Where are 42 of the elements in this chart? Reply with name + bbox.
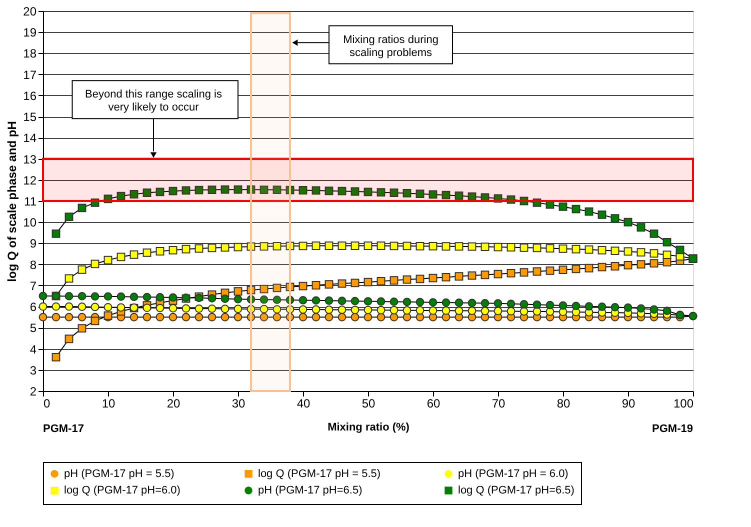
y-tick-label: 3 xyxy=(30,363,37,378)
legend-label: pH (PGM-17 pH=6.5) xyxy=(258,484,362,496)
y-tick-label: 16 xyxy=(23,88,37,103)
x-axis-title: Mixing ratio (%) xyxy=(328,422,410,434)
y-axis-title: log Q of scale phase and pH xyxy=(5,121,20,282)
legend-label: log Q (PGM-17 pH = 5.5) xyxy=(258,468,381,480)
y-tick-label: 11 xyxy=(24,194,37,208)
x-tick-label: 20 xyxy=(166,396,180,410)
text: PGM-17 xyxy=(43,423,84,435)
legend-label: pH (PGM-17 pH = 6.0) xyxy=(458,468,568,480)
y-tick-label: 17 xyxy=(23,68,37,82)
y-tick-label: 6 xyxy=(30,300,37,314)
y-tick-label: 20 xyxy=(23,4,37,18)
legend-label: pH (PGM-17 pH = 5.5) xyxy=(64,468,174,480)
y-tick-label: 12 xyxy=(23,173,37,188)
y-tick-label: 15 xyxy=(23,110,37,124)
x-tick-label: 10 xyxy=(102,396,116,410)
y-tick-label: 4 xyxy=(30,342,37,356)
x-tick-label: 70 xyxy=(492,396,506,410)
y-tick-label: 14 xyxy=(23,131,37,146)
band-label: Beyond this range scaling is very likely to occur xyxy=(85,88,222,114)
x-tick-label: 60 xyxy=(426,396,440,410)
x-tick-label: 90 xyxy=(622,396,636,410)
x-tick-label: 40 xyxy=(296,396,310,410)
y-tick-label: 19 xyxy=(23,26,37,40)
x-tick-label: 0 xyxy=(44,396,50,410)
y-tick-label: 2 xyxy=(30,384,37,398)
y-tick-label: 7 xyxy=(30,278,37,293)
x-tick-label: 50 xyxy=(362,396,376,410)
y-tick-label: 9 xyxy=(30,236,37,251)
y-tick-label: 5 xyxy=(30,321,37,336)
x-tick-label: 80 xyxy=(556,396,570,410)
y-tick-label: 10 xyxy=(23,216,37,230)
y-tick-label: 13 xyxy=(23,152,37,166)
x-tick-label: 100 xyxy=(673,396,694,410)
y-tick-label: 18 xyxy=(23,46,37,61)
y-tick-label: 8 xyxy=(30,258,37,272)
legend-label: log Q (PGM-17 pH=6.0) xyxy=(64,484,180,496)
band-label: Mixing ratios during scaling problems xyxy=(343,34,438,59)
x-tick-label: 30 xyxy=(232,396,246,410)
text: PGM-19 xyxy=(652,423,693,435)
legend-label: log Q (PGM-17 pH=6.5) xyxy=(458,484,574,496)
